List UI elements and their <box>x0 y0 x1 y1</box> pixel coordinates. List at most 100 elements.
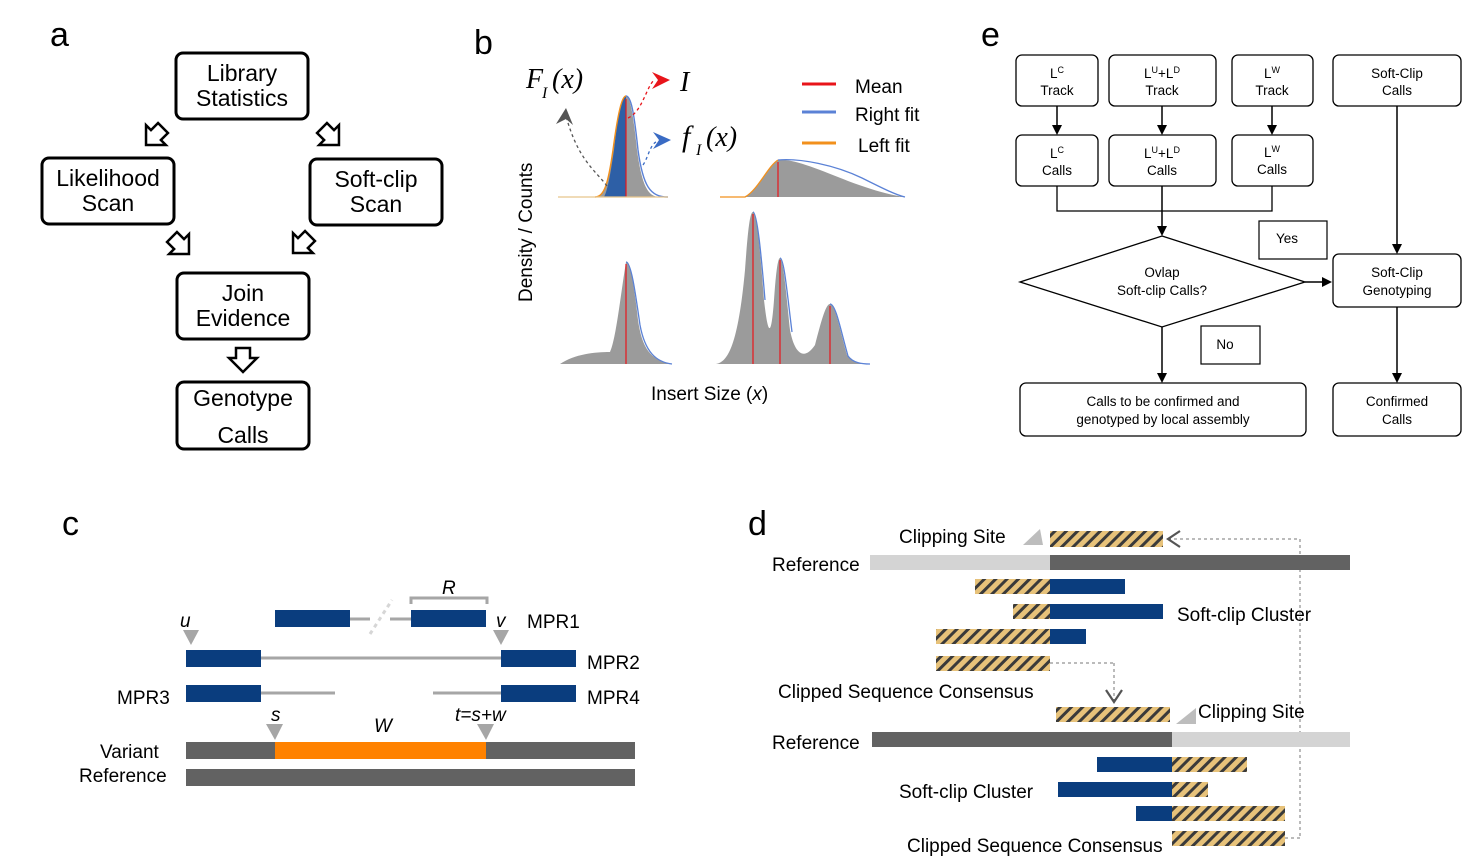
bottom-consensus-clip <box>1172 831 1285 846</box>
no-box <box>1200 325 1261 365</box>
yes-box <box>1258 220 1328 260</box>
r-label: R <box>442 578 456 599</box>
local-assembly-line1: Calls to be confirmed and <box>1086 394 1239 409</box>
clipping-site-top-marker <box>1023 529 1043 545</box>
top-read1 <box>1050 579 1125 594</box>
lw-track-name: Track <box>1255 83 1288 98</box>
panel-d-label: d <box>748 505 767 543</box>
panel-a-label: a <box>50 16 69 54</box>
panel-c-label: c <box>62 505 79 543</box>
lw-calls-box <box>1231 134 1314 187</box>
top-read4-clip <box>936 656 1050 671</box>
top-read3 <box>1050 629 1086 644</box>
mean-pointer-head <box>652 72 670 89</box>
reference-track <box>186 769 635 786</box>
dist3-right-fit <box>625 261 673 365</box>
dist2-left-fit <box>720 159 779 198</box>
join-evidence-line1: Join <box>222 280 264 306</box>
reference-top-light <box>870 555 1050 570</box>
s-label: s <box>271 705 281 726</box>
mpr1-right-read <box>411 610 486 627</box>
lud-track-name: Track <box>1145 83 1178 98</box>
top-read1-clip <box>975 579 1050 594</box>
dist2-area <box>720 159 905 197</box>
top-consensus-bar <box>1050 531 1163 547</box>
join-evidence-line2: Evidence <box>196 305 291 331</box>
pdf-subscript: I <box>695 142 702 159</box>
mpr1-break <box>368 599 394 635</box>
r-bracket <box>409 596 489 604</box>
reference-bottom-dark <box>872 732 1172 747</box>
join-evidence-box <box>175 271 311 341</box>
pdf-label: f <box>682 120 694 153</box>
dist4-right-fit <box>752 211 871 365</box>
bottom-read1 <box>1097 757 1172 772</box>
reference-top-label: Reference <box>772 555 860 576</box>
arrow-softclip-to-join <box>291 229 317 255</box>
reference-bottom-light <box>1172 732 1350 747</box>
cdf-arg: (x) <box>552 64 583 95</box>
arrow-likelihood-to-join <box>165 230 191 256</box>
mpr3-read <box>186 685 261 702</box>
dist3-area <box>560 261 672 364</box>
bottom-read1-clip <box>1172 757 1247 772</box>
insert-size-symbol: I <box>679 67 691 98</box>
arrow-library-to-likelihood <box>144 121 170 147</box>
softclip-calls-line1: Soft-Clip <box>1371 66 1423 81</box>
likelihood-scan-line1: Likelihood <box>56 165 160 191</box>
library-statistics-line2: Statistics <box>196 85 288 111</box>
consensus-top: Clipped Sequence Consensus <box>778 682 1034 703</box>
mpr3-label: MPR3 <box>117 688 170 709</box>
panel-e-label: e <box>981 16 1000 54</box>
panel-d-diagram: Clipping Site Reference Soft-clip Cluste… <box>772 527 1350 857</box>
reference-label: Reference <box>79 766 167 787</box>
lc-calls-name: Calls <box>1042 163 1072 178</box>
dist2-right-fit <box>777 159 906 198</box>
genotype-calls-box <box>175 380 311 451</box>
pdf-pointer-head <box>653 132 671 149</box>
mpr2-right-read <box>501 650 576 667</box>
dist1-cdf-area <box>604 96 626 197</box>
dist1-right-fit <box>625 95 669 198</box>
dist4-area <box>716 212 870 364</box>
softclip-scan-line2: Scan <box>350 191 402 217</box>
local-assembly-box <box>1019 382 1307 437</box>
mean-pointer <box>627 79 655 119</box>
v-label: v <box>496 611 507 632</box>
bottom-read3 <box>1136 806 1172 821</box>
variant-insert <box>275 742 486 759</box>
mpr1-label: MPR1 <box>527 612 580 633</box>
reference-top-dark <box>1050 555 1350 570</box>
mpr2-label: MPR2 <box>587 653 640 674</box>
confirmed-calls-box <box>1332 382 1462 437</box>
cdf-label: F <box>525 64 544 95</box>
t-label: t=s+w <box>455 705 507 726</box>
t-marker <box>477 724 494 740</box>
overlap-decision-line2: Soft-clip Calls? <box>1117 283 1207 298</box>
arrow-join-to-genotype <box>225 346 261 374</box>
mpr2-left-read <box>186 650 261 667</box>
mpr4-read <box>501 685 576 702</box>
bottom-read2 <box>1058 782 1172 797</box>
mpr1-left-read <box>275 610 350 627</box>
cdf-pointer-head <box>556 108 573 125</box>
reference-bottom-label: Reference <box>772 733 860 754</box>
softclip-calls-line2: Calls <box>1382 83 1412 98</box>
clipping-site-bottom: Clipping Site <box>1198 702 1305 723</box>
w-label: W <box>374 716 394 737</box>
variant-label: Variant <box>100 742 160 763</box>
top-read2-clip <box>1013 604 1050 619</box>
pdf-pointer <box>642 141 657 166</box>
arrow-library-to-softclip <box>315 121 341 147</box>
bottom-read2-clip <box>1172 782 1208 797</box>
yes-label: Yes <box>1276 231 1298 246</box>
legend-mean: Mean <box>855 77 903 98</box>
clipping-site-top: Clipping Site <box>899 527 1006 548</box>
lc-track-name: Track <box>1040 83 1073 98</box>
pdf-arg: (x) <box>706 122 737 153</box>
u-label: u <box>180 611 191 632</box>
lud-calls-name: Calls <box>1147 163 1177 178</box>
panel-a-flowchart: Library Statistics Likelihood Scan Soft-… <box>40 51 444 451</box>
softclip-cluster-top: Soft-clip Cluster <box>1177 605 1312 626</box>
lw-track-box <box>1231 54 1314 107</box>
